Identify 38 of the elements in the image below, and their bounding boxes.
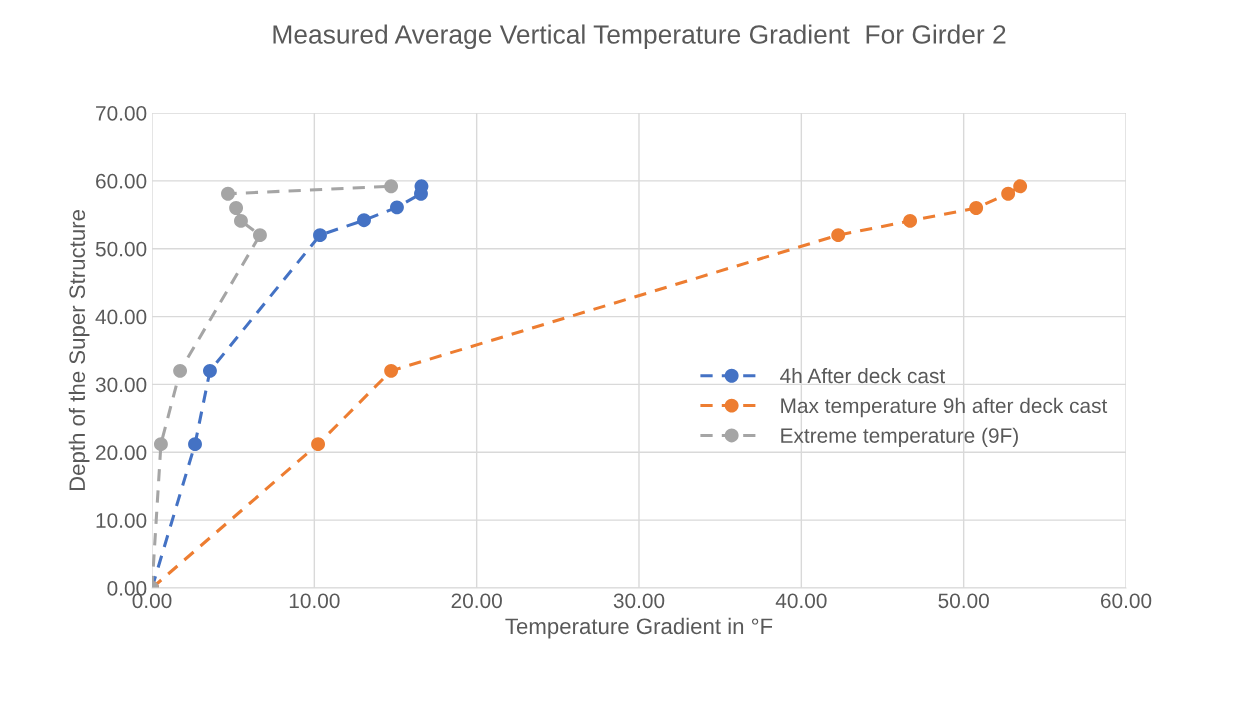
y-tick-label: 20.00 <box>96 445 147 461</box>
x-tick-label: 60.00 <box>1100 593 1152 609</box>
point <box>173 363 188 378</box>
x-tick-label: 50.00 <box>938 593 989 609</box>
point <box>253 228 267 243</box>
chart-title: Measured Average Vertical Temperature Gradient For Girder 2 <box>273 24 1006 50</box>
x-tick-label: 30.00 <box>613 593 665 609</box>
y-axis-title: Depth of the Super Structure <box>68 210 90 491</box>
legend-label: 4h After deck cast <box>780 367 946 384</box>
point <box>153 437 168 452</box>
legend-label: Max temperature 9h after deck cast <box>781 397 1108 418</box>
point <box>311 437 326 452</box>
point <box>831 228 846 243</box>
point <box>384 179 399 194</box>
point <box>188 437 202 452</box>
legend-label: Extreme temperature (9F) <box>781 427 1018 448</box>
y-tick-label: 70.00 <box>96 106 147 121</box>
y-tick-label: 60.00 <box>96 173 147 189</box>
point <box>969 201 984 215</box>
point <box>313 228 327 243</box>
point <box>357 213 371 228</box>
point <box>1001 186 1016 201</box>
x-axis-title: Temperature Gradient in °F <box>505 617 773 639</box>
y-tick-label: 10.00 <box>96 513 147 528</box>
point <box>229 201 244 215</box>
x-tick-label: 10.00 <box>289 593 340 609</box>
y-tick-label: 30.00 <box>95 377 147 393</box>
point <box>384 363 399 378</box>
point <box>903 213 918 228</box>
point <box>390 200 404 215</box>
y-tick-label: 50.00 <box>95 241 147 257</box>
y-tick-label: 40.00 <box>95 309 147 325</box>
x-tick-label: 20.00 <box>451 593 502 609</box>
point <box>203 363 217 378</box>
x-tick-label: 40.00 <box>775 593 827 609</box>
point <box>234 213 248 228</box>
point <box>1013 179 1028 194</box>
point <box>221 186 235 201</box>
